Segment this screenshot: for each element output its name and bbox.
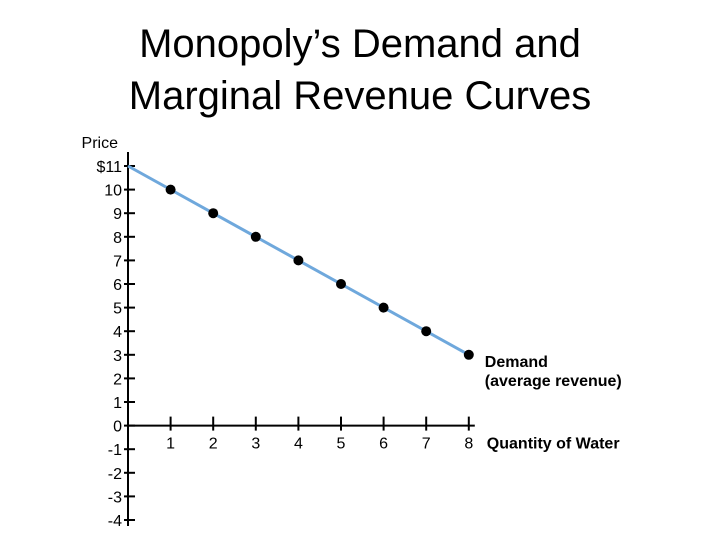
chart-title-line-2: Marginal Revenue Curves <box>128 74 592 118</box>
x-tick-label-4: 4 <box>294 436 303 453</box>
y-tick-label-14: -3 <box>108 489 122 506</box>
x-tick-label-2: 2 <box>209 436 218 453</box>
demand-point-4 <box>293 255 304 266</box>
demand-point-5 <box>336 279 346 289</box>
demand-point-7 <box>421 326 432 337</box>
x-tick-label-3: 3 <box>251 436 260 453</box>
y-tick-label-6: 5 <box>113 301 122 318</box>
demand-point-1 <box>165 184 176 195</box>
x-tick-label-7: 7 <box>422 436 431 453</box>
x-tick-label-5: 5 <box>337 436 346 453</box>
y-tick-label-5: 6 <box>113 277 122 294</box>
x-tick-label-6: 6 <box>379 436 388 453</box>
y-tick-label-8: 3 <box>113 348 122 365</box>
y-tick-label-7: 4 <box>113 324 122 341</box>
x-axis-label: Quantity of Water <box>487 436 620 453</box>
y-tick-label-10: 1 <box>113 395 122 412</box>
y-tick-label-2: 9 <box>113 206 122 223</box>
y-tick-label-12: -1 <box>108 442 122 459</box>
y-tick-label-1: 10 <box>104 183 122 200</box>
demand-label-subtitle: (average revenue) <box>485 373 622 390</box>
y-tick-label-9: 2 <box>113 371 122 388</box>
demand-point-6 <box>378 302 389 313</box>
y-tick-label-13: -2 <box>108 466 122 483</box>
y-tick-label-0: $11 <box>96 159 122 176</box>
demand-point-8 <box>463 349 474 360</box>
x-tick-label-1: 1 <box>166 436 175 453</box>
chart-title-line-1: Monopoly’s Demand and <box>139 22 581 66</box>
y-tick-label-11: 0 <box>113 419 122 436</box>
x-tick-label-8: 8 <box>464 436 473 453</box>
y-tick-label-3: 8 <box>113 230 122 247</box>
y-tick-label-15: -4 <box>108 513 122 530</box>
y-tick-label-4: 7 <box>113 253 122 270</box>
chart-title: Monopoly’s Demand and Marginal Revenue C… <box>0 18 720 122</box>
demand-label: Demand <box>485 354 548 371</box>
demand-point-2 <box>208 208 219 219</box>
demand-point-3 <box>250 231 261 242</box>
y-axis-label: Price <box>82 135 119 152</box>
